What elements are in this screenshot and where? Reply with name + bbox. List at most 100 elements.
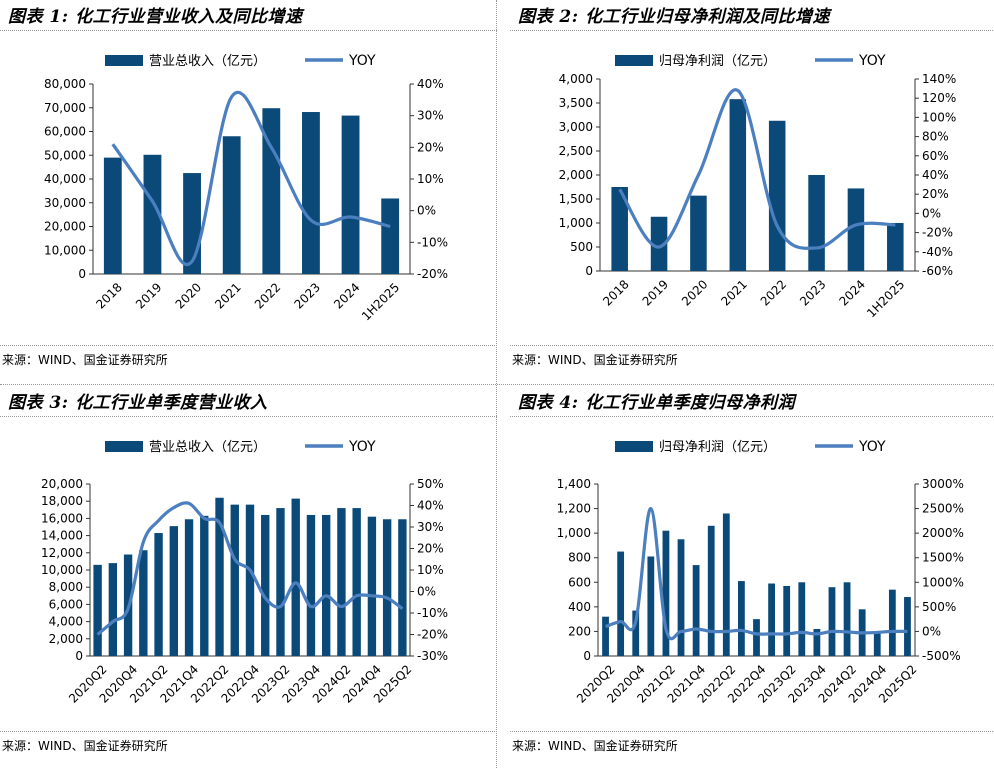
bar <box>383 519 391 656</box>
legend-line-label: YOY <box>348 53 376 69</box>
y-tick-label: 50,000 <box>44 148 86 162</box>
y-tick-label: 0 <box>75 649 83 663</box>
y2-tick-label: 0% <box>417 585 436 599</box>
y-tick-label: 2,000 <box>49 632 83 646</box>
y2-tick-label: -10% <box>417 606 448 620</box>
y-tick-label: 10,000 <box>44 243 86 257</box>
x-tick-label: 2022 <box>758 277 789 308</box>
title-rule <box>510 416 994 417</box>
chart-title: 图表 2: 化工行业归母净利润及同比增速 <box>518 2 830 27</box>
x-tick-label: 2018 <box>600 277 631 308</box>
legend-bar-swatch <box>615 55 653 66</box>
bar <box>617 552 624 656</box>
y-tick-label: 0 <box>583 649 591 663</box>
y-tick-label: 18,000 <box>41 494 83 508</box>
bar <box>730 99 747 271</box>
y2-tick-label: 500% <box>922 600 956 614</box>
x-tick-label: 1H2025 <box>359 280 402 323</box>
source-note: 来源：WIND、国金证券研究所 <box>2 737 168 754</box>
x-tick-label: 1H2025 <box>864 277 907 320</box>
bar <box>302 112 320 274</box>
y2-tick-label: 40% <box>417 499 444 513</box>
legend-bar-label: 营业总收入（亿元） <box>149 54 266 69</box>
y-tick-label: 30,000 <box>44 196 86 210</box>
y-tick-label: 0 <box>585 264 593 278</box>
source-rule <box>510 731 994 732</box>
chart-svg: 归母净利润（亿元）YOY02004006008001,0001,2001,400… <box>510 418 994 728</box>
bar <box>170 526 178 656</box>
y2-tick-label: 3000% <box>922 477 964 491</box>
y-tick-label: 3,000 <box>559 120 593 134</box>
legend-bar-label: 营业总收入（亿元） <box>149 440 266 455</box>
x-tick-label: 2019 <box>133 280 164 311</box>
source-rule <box>510 345 994 346</box>
bar <box>753 619 760 656</box>
legend-bar-swatch <box>615 441 653 452</box>
x-tick-label: 2021 <box>718 277 749 308</box>
y2-tick-label: -20% <box>417 267 448 281</box>
y-tick-label: 200 <box>568 624 591 638</box>
x-tick-label: 2021 <box>212 280 243 311</box>
y2-tick-label: 100% <box>922 110 956 124</box>
chart-svg: 营业总收入（亿元）YOY02,0004,0006,0008,00010,0001… <box>0 418 497 728</box>
bar <box>322 515 330 656</box>
y-tick-label: 2,500 <box>559 144 593 158</box>
y2-tick-label: 1000% <box>922 575 964 589</box>
bar <box>904 597 911 656</box>
source-note: 来源：WIND、国金证券研究所 <box>2 351 168 368</box>
bar <box>223 136 241 274</box>
legend-line-label: YOY <box>348 439 376 455</box>
y2-tick-label: 40% <box>417 77 444 91</box>
bar <box>139 550 147 656</box>
x-tick-label: 2023 <box>291 280 322 311</box>
y-tick-label: 400 <box>568 600 591 614</box>
y-tick-label: 40,000 <box>44 172 86 186</box>
bar <box>200 516 208 656</box>
bar <box>185 519 193 656</box>
y-tick-label: 80,000 <box>44 77 86 91</box>
bar <box>342 116 360 274</box>
bar <box>678 539 685 656</box>
bar <box>647 556 654 656</box>
y-tick-label: 16,000 <box>41 511 83 525</box>
bar <box>889 590 896 656</box>
y2-tick-label: 140% <box>922 72 956 86</box>
bar <box>829 587 836 656</box>
bar <box>352 508 360 656</box>
y-tick-label: 1,400 <box>557 477 591 491</box>
legend-line-label: YOY <box>858 439 886 455</box>
y2-tick-label: -60% <box>922 264 953 278</box>
y-tick-label: 6,000 <box>49 597 83 611</box>
bar <box>292 499 300 656</box>
y2-tick-label: 30% <box>417 520 444 534</box>
x-tick-label: 2019 <box>640 277 671 308</box>
bar <box>769 121 786 271</box>
chart-svg: 营业总收入（亿元）YOY010,00020,00030,00040,00050,… <box>0 32 497 342</box>
y2-tick-label: 50% <box>417 477 444 491</box>
legend: 营业总收入（亿元） YOY <box>105 53 376 69</box>
y-tick-label: 500 <box>570 240 593 254</box>
y2-tick-label: 20% <box>417 140 444 154</box>
bar <box>783 586 790 656</box>
source-note: 来源：WIND、国金证券研究所 <box>512 737 678 754</box>
y-tick-label: 1,500 <box>559 192 593 206</box>
bar <box>246 505 254 656</box>
bar <box>768 584 775 656</box>
bar <box>723 513 730 656</box>
bar <box>848 188 865 271</box>
y2-tick-label: 20% <box>922 187 949 201</box>
y-tick-label: 1,200 <box>557 502 591 516</box>
bar <box>276 508 284 656</box>
y-tick-label: 70,000 <box>44 101 86 115</box>
bar <box>104 158 122 274</box>
y2-tick-label: 20% <box>417 542 444 556</box>
y2-tick-label: -10% <box>417 235 448 249</box>
y-tick-label: 800 <box>568 551 591 565</box>
y-tick-label: 600 <box>568 575 591 589</box>
chart-svg: 归母净利润（亿元）YOY05001,0001,5002,0002,5003,00… <box>510 32 994 342</box>
chart-title: 图表 4: 化工行业单季度归母净利润 <box>518 388 795 413</box>
y2-tick-label: 120% <box>922 91 956 105</box>
y2-tick-label: 0% <box>922 624 941 638</box>
y-tick-label: 10,000 <box>41 563 83 577</box>
